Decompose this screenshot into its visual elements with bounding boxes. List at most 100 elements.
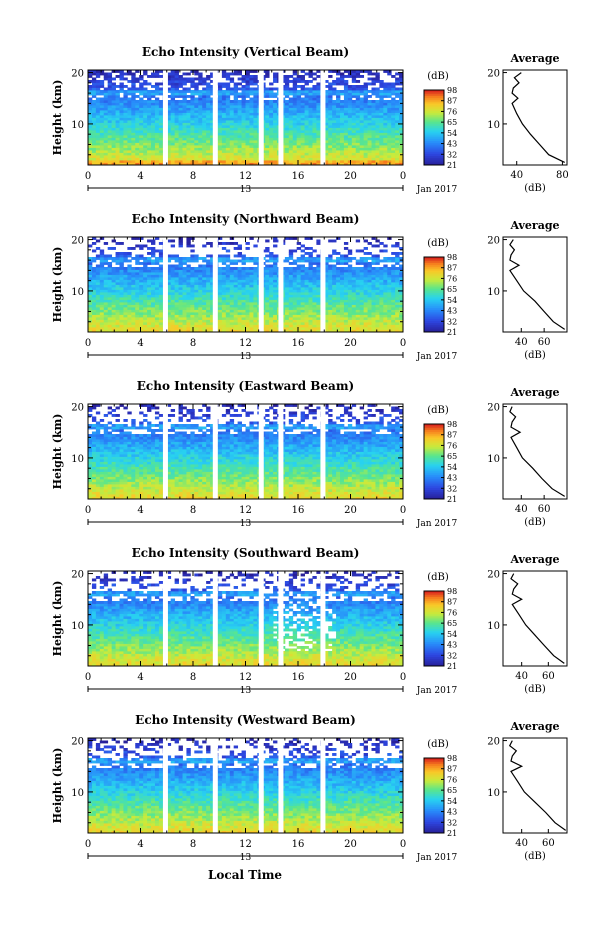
heatmap-cell — [399, 107, 404, 111]
heatmap-cell — [304, 327, 309, 330]
heatmap-cell — [343, 274, 349, 278]
heatmap-cell — [198, 294, 203, 298]
heatmap-cell — [154, 132, 160, 136]
heatmap-cell — [383, 282, 388, 285]
heatmap-cell — [178, 132, 183, 136]
heatmap-cell — [363, 112, 368, 116]
heatmap-cell — [308, 289, 313, 293]
heatmap-cell — [355, 297, 361, 300]
heatmap-cell — [178, 299, 183, 303]
heatmap-cell — [206, 92, 211, 96]
heatmap-cell — [91, 309, 97, 313]
heatmap-cell — [395, 150, 400, 153]
heatmap-cell — [202, 130, 207, 133]
heatmap-cell — [241, 160, 246, 163]
heatmap-cell — [229, 117, 235, 121]
heatmap-cell — [245, 269, 250, 273]
heatmap-cell — [103, 132, 109, 136]
heatmap-cell — [399, 110, 404, 113]
heatmap-cell — [95, 72, 101, 76]
heatmap-cell — [147, 299, 152, 303]
heatmap-cell — [154, 329, 160, 333]
heatmap-cell — [237, 100, 242, 103]
heatmap-cell — [217, 155, 223, 158]
heatmap-cell — [123, 297, 128, 300]
heatmap-cell — [304, 317, 309, 320]
heatmap-cell — [194, 70, 199, 73]
heatmap-cell — [221, 120, 227, 123]
heatmap-cell — [95, 287, 101, 290]
colorbar-segment — [424, 131, 444, 134]
heatmap-cell — [182, 329, 187, 333]
heatmap-cell — [233, 304, 239, 308]
heatmap-cell — [88, 284, 93, 288]
heatmap-cell — [241, 319, 246, 323]
heatmap-cell — [300, 267, 305, 270]
heatmap-cell — [127, 152, 132, 156]
heatmap-cell — [304, 127, 309, 131]
heatmap-cell — [336, 150, 341, 153]
heatmap-cell — [363, 287, 368, 290]
heatmap-cell — [340, 112, 345, 116]
heatmap-cell — [115, 120, 120, 123]
heatmap-cell — [229, 125, 235, 128]
heatmap-cell — [284, 157, 290, 161]
heatmap-cell — [229, 312, 235, 315]
heatmap-cell — [119, 145, 124, 148]
heatmap-cell — [135, 150, 140, 153]
heatmap-cell — [245, 267, 250, 270]
heatmap-cell — [158, 292, 164, 295]
heatmap-cell — [225, 287, 231, 290]
heatmap-cell — [351, 115, 357, 118]
heatmap-cell — [174, 155, 179, 158]
heatmap-cell — [170, 324, 176, 328]
colorbar-segment — [424, 140, 444, 143]
heatmap-cell — [194, 297, 199, 300]
heatmap-cell — [336, 162, 341, 166]
heatmap-cell — [375, 122, 380, 126]
heatmap-cell — [233, 155, 239, 158]
heatmap-cell — [241, 95, 246, 98]
heatmap-cell — [379, 292, 384, 295]
heatmap-cell — [265, 145, 270, 148]
heatmap-cell — [170, 122, 176, 126]
heatmap-cell — [328, 317, 333, 320]
heatmap-cell — [292, 277, 298, 280]
heatmap-cell — [182, 299, 187, 303]
heatmap-cell — [158, 299, 164, 303]
heatmap-cell — [395, 125, 400, 128]
heatmap-cell — [99, 140, 105, 143]
heatmap-cell — [178, 287, 183, 290]
heatmap-cell — [131, 269, 136, 273]
heatmap-cell — [375, 77, 380, 81]
heatmap-cell — [395, 317, 400, 320]
heatmap-cell — [296, 267, 302, 270]
heatmap-cell — [166, 72, 172, 76]
heatmap-cell — [347, 90, 353, 93]
heatmap-cell — [316, 152, 321, 156]
heatmap-cell — [367, 142, 372, 146]
heatmap-cell — [182, 317, 187, 320]
heatmap-cell — [217, 157, 223, 161]
heatmap-cell — [371, 317, 376, 320]
heatmap-cell — [182, 272, 187, 275]
heatmap-cell — [304, 87, 309, 91]
heatmap-cell — [399, 120, 404, 123]
heatmap-cell — [178, 112, 183, 116]
heatmap-cell — [355, 152, 361, 156]
heatmap-cell — [308, 277, 313, 280]
heatmap-cell — [217, 322, 223, 325]
heatmap-cell — [217, 130, 223, 133]
heatmap-cell — [347, 269, 353, 273]
heatmap-cell — [143, 274, 148, 278]
heatmap-cell — [88, 312, 93, 315]
heatmap-cell — [158, 294, 164, 298]
heatmap-cell — [123, 95, 128, 98]
heatmap-cell — [147, 329, 152, 333]
heatmap-cell — [123, 309, 128, 313]
heatmap-cell — [273, 162, 278, 166]
heatmap-cell — [383, 120, 388, 123]
heatmap-cell — [269, 267, 274, 270]
heatmap-cell — [91, 77, 97, 81]
heatmap-cell — [308, 127, 313, 131]
